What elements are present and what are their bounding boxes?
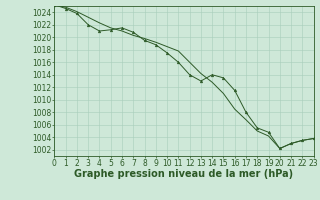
X-axis label: Graphe pression niveau de la mer (hPa): Graphe pression niveau de la mer (hPa) (75, 169, 293, 179)
